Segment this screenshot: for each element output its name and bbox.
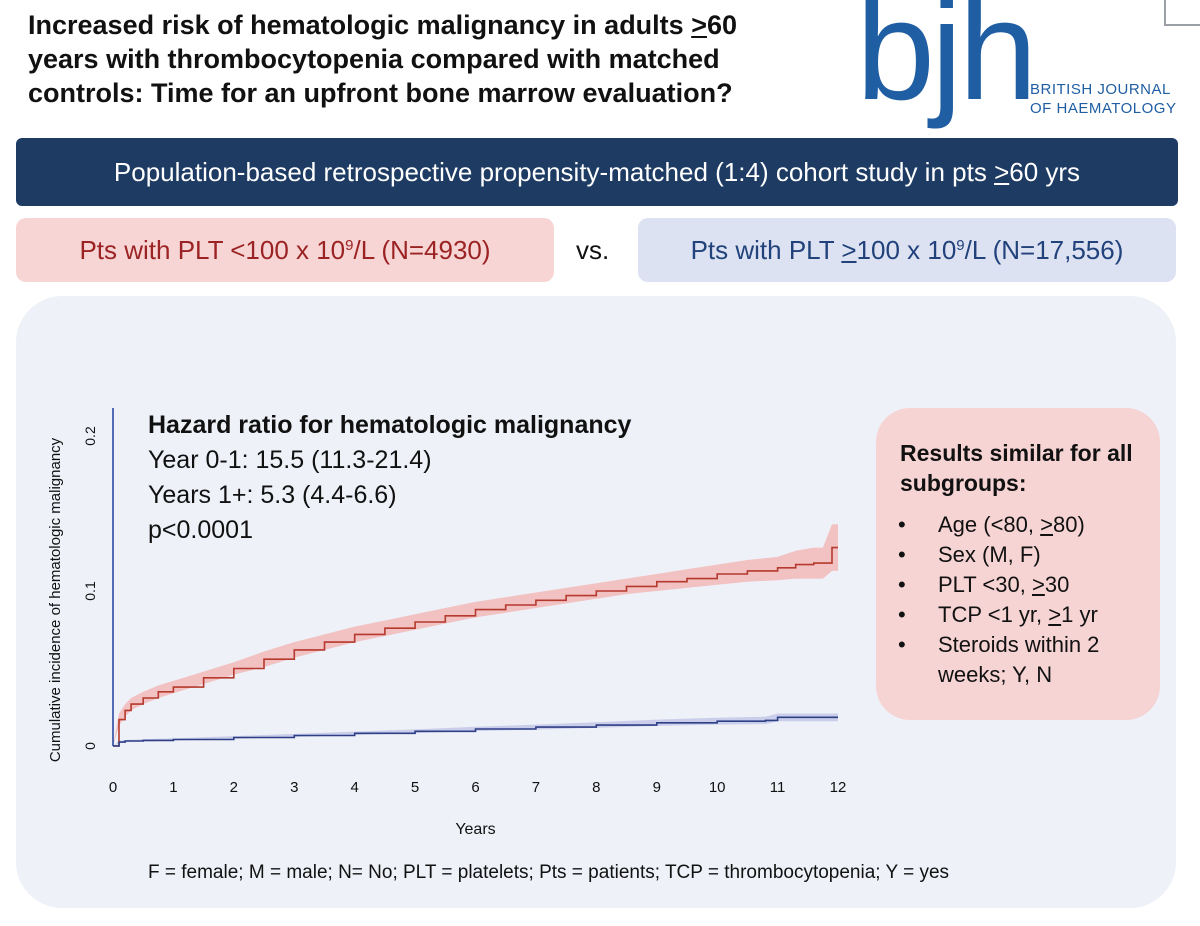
- x-tick-label: 9: [653, 779, 661, 796]
- hazard-ratio-box: Hazard ratio for hematologic malignancy …: [148, 408, 631, 548]
- bullet-icon: •: [898, 602, 906, 627]
- subgroup-results-title: Results similar for all subgroups:: [900, 440, 1133, 496]
- x-tick-label: 3: [290, 779, 298, 796]
- title-line-1: Increased risk of hematologic malignancy…: [28, 10, 738, 40]
- hazard-ratio-title: Hazard ratio for hematologic malignancy: [148, 411, 632, 439]
- bullet-icon: •: [898, 542, 906, 567]
- x-tick-label: 1: [169, 779, 177, 796]
- bullet-icon: •: [898, 632, 906, 657]
- subgroup-item-label: TCP <1 yr, >1 yr: [938, 602, 1098, 627]
- subgroup-list: • Age (<80, >80) • Sex (M, F) • PLT <30, >30 •…: [898, 510, 1154, 690]
- subgroup-item: • Steroids within 2 weeks; Y, N: [898, 630, 1154, 690]
- study-design-banner: Population-based retrospective propensit…: [16, 138, 1178, 206]
- confidence-band-0: [113, 524, 838, 746]
- bullet-icon: •: [898, 512, 906, 537]
- x-tick-label: 2: [230, 779, 238, 796]
- x-tick-label: 11: [770, 779, 786, 796]
- x-tick-label: 0: [109, 779, 117, 796]
- y-tick-label: 0.2: [82, 426, 98, 446]
- subgroup-item-label: PLT <30, >30: [938, 572, 1070, 597]
- x-tick-label: 12: [830, 779, 847, 796]
- versus-label: vs.: [576, 234, 610, 265]
- subgroup-item: • Sex (M, F): [898, 540, 1154, 570]
- x-tick-label: 8: [592, 779, 600, 796]
- corner-frame-mark: [1164, 0, 1200, 26]
- bullet-icon: •: [898, 572, 906, 597]
- incidence-line-1: [113, 716, 838, 747]
- subgroup-item-label: Steroids within 2 weeks; Y, N: [938, 632, 1100, 687]
- thrombocytopenia-group-label: Pts with PLT <100 x 109/L (N=4930): [16, 218, 554, 282]
- logo-subtitle: BRITISH JOURNAL OF HAEMATOLOGY: [1030, 81, 1177, 117]
- x-tick-label: 7: [532, 779, 540, 796]
- x-axis-label: Years: [455, 821, 495, 838]
- subgroup-item: • PLT <30, >30: [898, 570, 1154, 600]
- page-title: Increased risk of hematologic malignancy…: [28, 8, 848, 110]
- subgroup-results-box: Results similar for all subgroups: • Age …: [876, 408, 1160, 720]
- incidence-line-0: [113, 546, 838, 747]
- hazard-ratio-year0-1: Year 0-1: 15.5 (11.3-21.4): [148, 446, 432, 474]
- x-tick-label: 5: [411, 779, 419, 796]
- control-group-label: Pts with PLT >100 x 109/L (N=17,556): [638, 218, 1176, 282]
- x-tick-label: 4: [350, 779, 358, 796]
- subgroup-item: • Age (<80, >80): [898, 510, 1154, 540]
- subgroup-item-label: Age (<80, >80): [938, 512, 1085, 537]
- subgroup-item-label: Sex (M, F): [938, 542, 1041, 567]
- subgroup-item: • TCP <1 yr, >1 yr: [898, 600, 1154, 630]
- title-line-3: controls: Time for an upfront bone marro…: [28, 78, 733, 108]
- bjh-logo: bjh BRITISH JOURNAL OF HAEMATOLOGY: [852, 0, 1192, 140]
- title-line-2: years with thrombocytopenia compared wit…: [28, 44, 720, 74]
- x-tick-label: 10: [709, 779, 726, 796]
- y-tick-label: 0: [82, 742, 98, 750]
- hazard-ratio-years1plus: Years 1+: 5.3 (4.4-6.6): [148, 481, 397, 509]
- abbreviations-footnote: F = female; M = male; N= No; PLT = plate…: [148, 862, 950, 883]
- logo-letters: bjh: [856, 0, 1037, 130]
- y-axis-label: Cumulative incidence of hematologic mali…: [47, 437, 64, 762]
- y-tick-label: 0.1: [82, 581, 98, 601]
- p-value: p<0.0001: [148, 516, 253, 544]
- x-tick-label: 6: [471, 779, 479, 796]
